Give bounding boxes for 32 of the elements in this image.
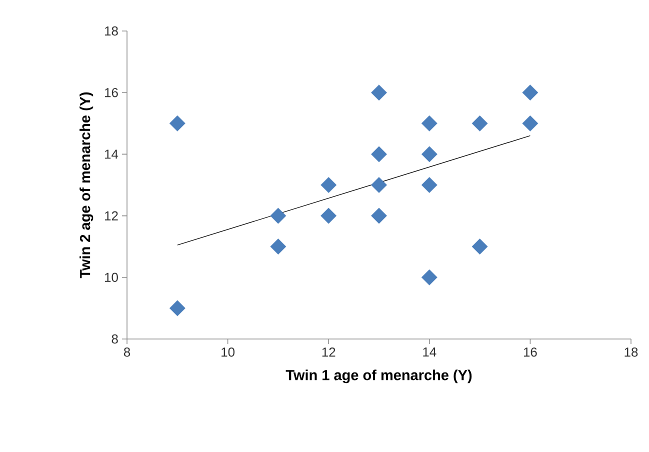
point	[270, 238, 286, 255]
point	[320, 208, 337, 224]
x-tick-label: 10	[222, 348, 235, 357]
x-tick-label: 18	[624, 348, 638, 357]
y-tick-label: 14	[105, 150, 118, 159]
point	[371, 84, 387, 101]
x-tick-label: 8	[124, 348, 130, 357]
point	[421, 177, 438, 193]
point	[371, 146, 387, 162]
point	[169, 300, 186, 316]
point	[421, 146, 438, 162]
point	[169, 115, 186, 132]
x-axis-title: Twin 1 age of menarche (Y)	[286, 370, 472, 384]
point	[320, 177, 337, 193]
y-tick-label: 18	[105, 26, 118, 36]
y-tick-label: 10	[105, 272, 118, 282]
y-tick-label: 16	[105, 88, 118, 98]
x-tick-label: 12	[322, 348, 336, 357]
point	[472, 238, 488, 255]
y-tick-label: 8	[112, 334, 118, 344]
point	[371, 208, 387, 224]
point	[270, 208, 286, 224]
point	[371, 177, 387, 193]
x-tick-label: 14	[423, 348, 436, 356]
y-axis-title: Twin 2 age of menarche (Y)	[80, 92, 94, 278]
point	[421, 115, 438, 132]
point	[522, 84, 538, 101]
x-tick-label: 16	[524, 348, 537, 357]
y-tick-label: 12	[105, 211, 118, 220]
point	[522, 115, 538, 132]
point	[421, 269, 438, 286]
point	[472, 115, 488, 132]
